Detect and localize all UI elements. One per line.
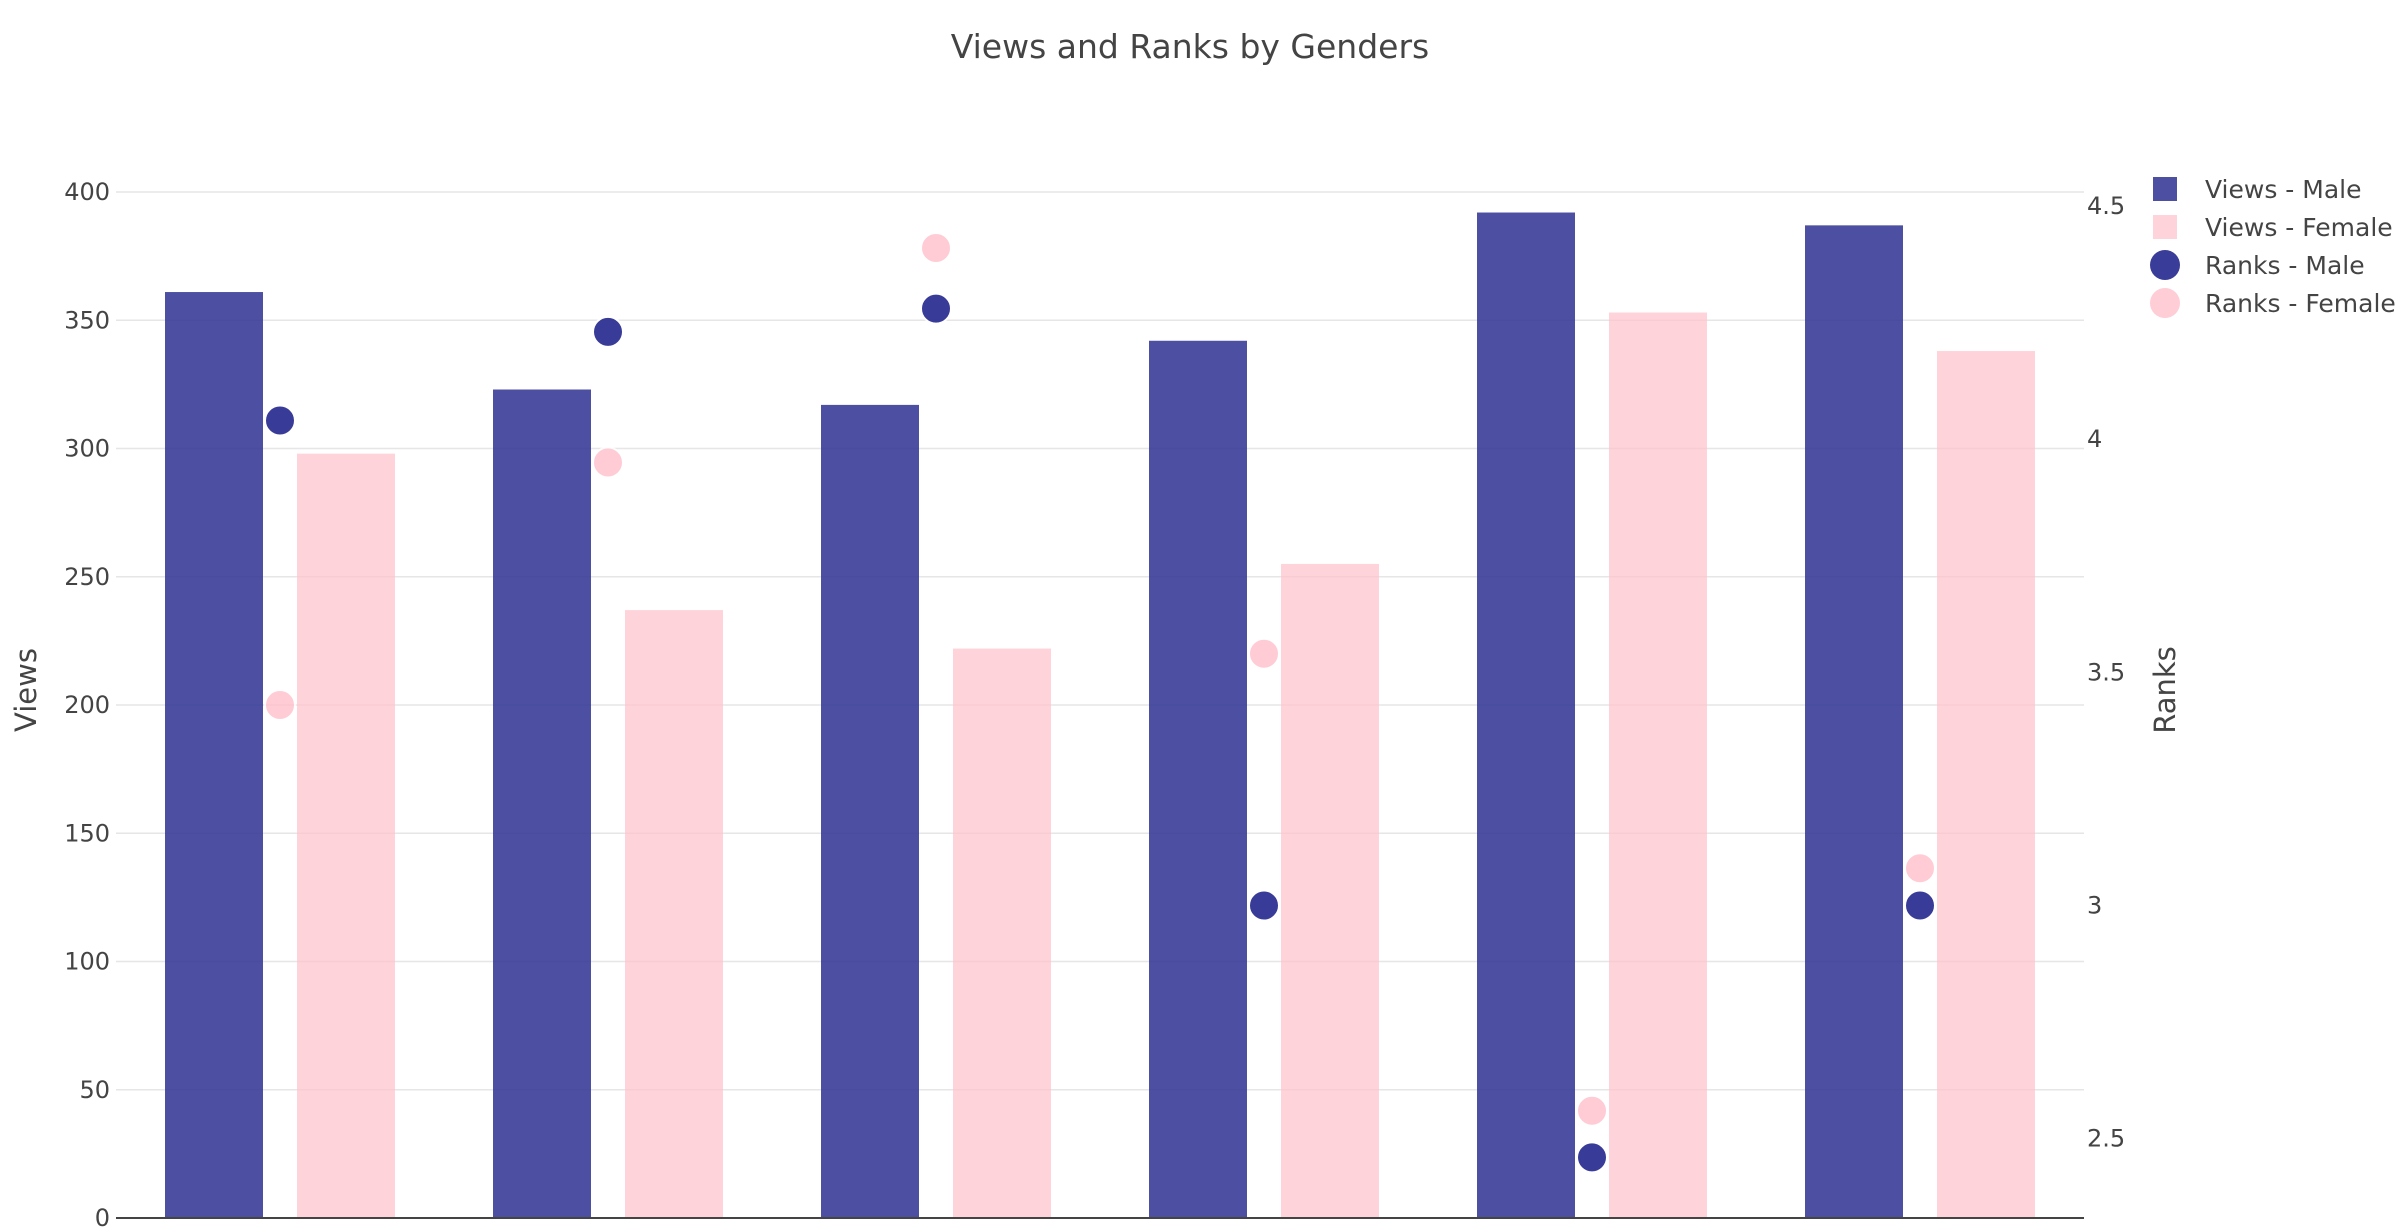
- y-tick-label: 50: [79, 1076, 110, 1104]
- y-tick-label: 200: [64, 691, 110, 719]
- point-ranks-female: [592, 446, 624, 479]
- y-tick-label: 150: [64, 819, 110, 847]
- bar-views-female: [297, 453, 395, 1218]
- bar-views-female: [953, 648, 1051, 1218]
- grid-lines: [116, 191, 2084, 1091]
- bar-views-male: [1477, 212, 1575, 1218]
- point-ranks-male: [592, 315, 624, 348]
- point-ranks-male: [1248, 889, 1280, 922]
- point-ranks-male: [920, 292, 952, 325]
- legend-label: Ranks - Female: [2205, 289, 2396, 318]
- legend-label: Ranks - Male: [2205, 251, 2365, 280]
- legend-swatch-point: [2150, 250, 2180, 280]
- bar-views-female: [1937, 351, 2035, 1218]
- bar-views-female: [1281, 563, 1379, 1218]
- legend-swatch-point: [2150, 288, 2180, 318]
- bar-views-male: [1805, 225, 1903, 1219]
- y-tick-label: 300: [64, 435, 110, 463]
- point-ranks-female: [1576, 1094, 1608, 1127]
- y-tick-label: 350: [64, 306, 110, 334]
- y-tick-label: 100: [64, 948, 110, 976]
- legend-label: Views - Male: [2205, 175, 2361, 204]
- y2-axis-title: Ranks: [2148, 646, 2182, 734]
- y-axis-title: Views: [9, 648, 43, 732]
- y2-tick-label: 3.5: [2087, 658, 2125, 686]
- legend-swatch-bar: [2153, 177, 2177, 201]
- point-ranks-female: [1904, 852, 1936, 885]
- bar-views-female: [625, 610, 723, 1218]
- axes-group: 0 50 100 150 200 250 300 350 400 2.5 3 3.5 4 4.5: [64, 178, 2125, 1230]
- points-group: [264, 231, 1936, 1174]
- y-tick-label: 400: [64, 178, 110, 206]
- y-tick-label: 250: [64, 563, 110, 591]
- bar-views-male: [493, 389, 591, 1218]
- y2-tick-label: 4: [2087, 425, 2102, 453]
- legend-label: Views - Female: [2205, 213, 2393, 242]
- point-ranks-female: [1248, 637, 1280, 670]
- legend[interactable]: Views - Male Views - Female Ranks - Male Ra…: [2150, 175, 2396, 318]
- y-tick-label: 0: [95, 1204, 110, 1230]
- point-ranks-male: [264, 404, 296, 437]
- point-ranks-female: [920, 231, 952, 264]
- y2-tick-label: 4.5: [2087, 192, 2125, 220]
- bar-views-female: [1609, 312, 1707, 1218]
- legend-swatch-bar: [2153, 215, 2177, 239]
- bar-views-male: [1149, 340, 1247, 1218]
- bar-views-male: [821, 404, 919, 1218]
- point-ranks-male: [1576, 1141, 1608, 1174]
- point-ranks-female: [264, 689, 296, 721]
- y2-tick-label: 3: [2087, 892, 2102, 920]
- point-ranks-male: [1904, 889, 1936, 922]
- y2-tick-label: 2.5: [2087, 1125, 2125, 1153]
- bar-views-male: [165, 292, 263, 1218]
- bars-group: [165, 212, 2035, 1219]
- chart-title: Views and Ranks by Genders: [951, 27, 1429, 66]
